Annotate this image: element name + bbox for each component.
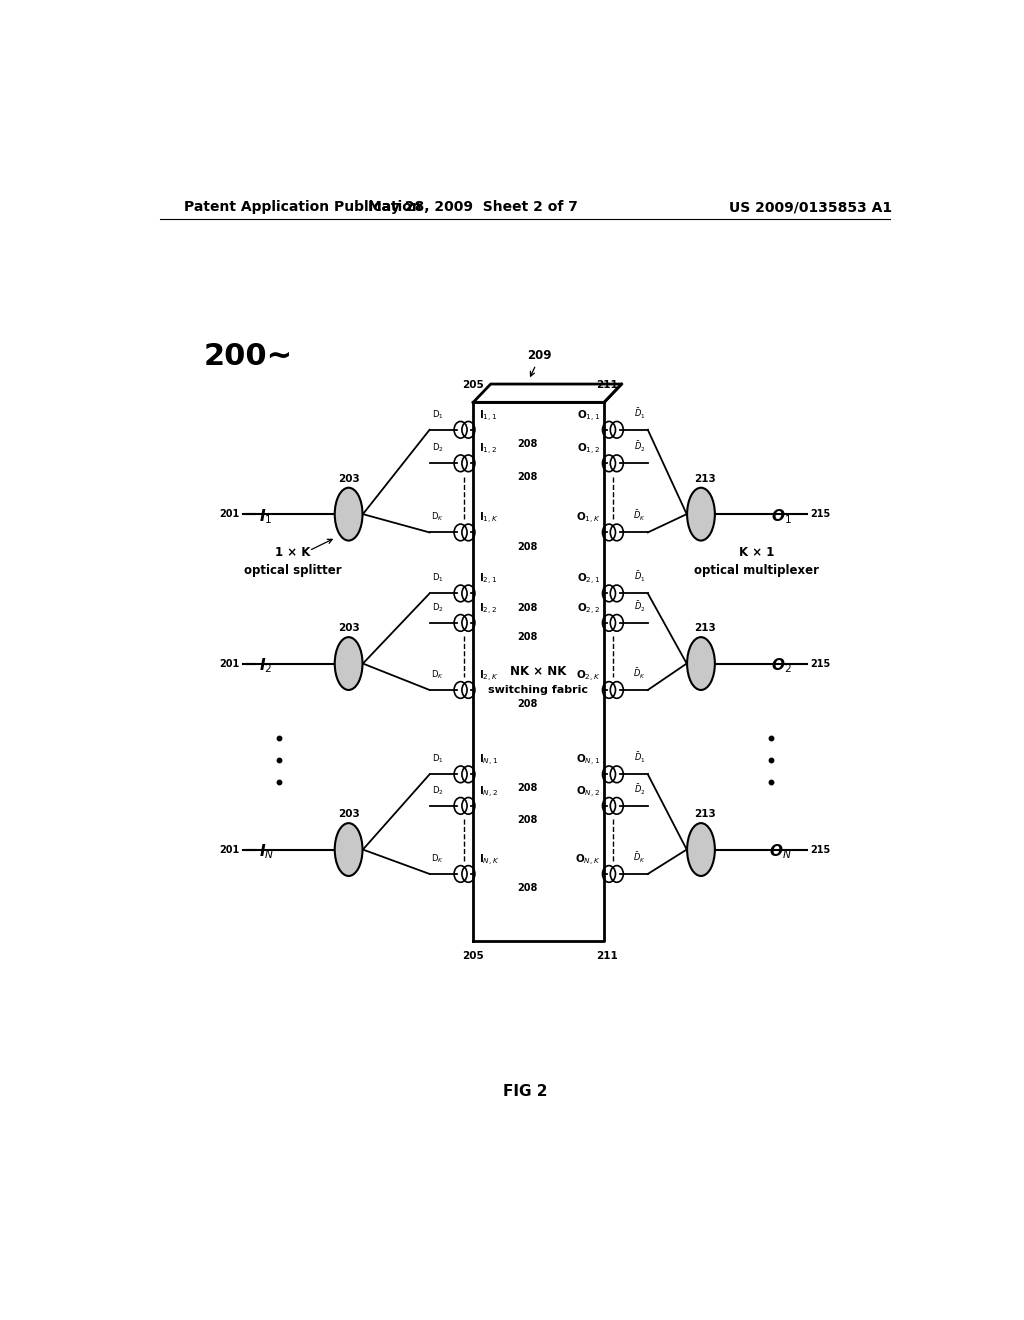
Text: 201: 201 [219,845,239,854]
Text: 208: 208 [517,541,538,552]
Text: 209: 209 [526,348,551,362]
Text: 201: 201 [219,510,239,519]
Text: D$_K$: D$_K$ [431,853,443,865]
Text: I$_{N,K}$: I$_{N,K}$ [479,853,499,867]
Text: I$_{1,2}$: I$_{1,2}$ [479,442,497,457]
Text: O$_N$: O$_N$ [769,842,793,861]
Text: $\bar{D}_2$: $\bar{D}_2$ [634,783,646,797]
Text: 1 × K: 1 × K [275,546,310,560]
Text: $\bar{D}_K$: $\bar{D}_K$ [634,510,646,523]
Text: FIG 2: FIG 2 [503,1084,547,1100]
Text: O$_1$: O$_1$ [771,507,793,525]
Ellipse shape [687,487,715,541]
Text: I$_N$: I$_N$ [259,842,274,861]
Text: I$_{N,2}$: I$_{N,2}$ [479,784,498,800]
Text: 203: 203 [338,623,359,634]
Text: O$_{2,1}$: O$_{2,1}$ [577,573,600,587]
Text: I$_{1,1}$: I$_{1,1}$ [479,409,497,424]
Ellipse shape [335,638,362,690]
Text: 205: 205 [463,380,484,391]
Text: 203: 203 [338,809,359,818]
Text: 213: 213 [694,474,716,483]
Text: 208: 208 [517,602,538,612]
Text: $\bar{D}_2$: $\bar{D}_2$ [634,599,646,614]
Text: 208: 208 [517,883,538,894]
Ellipse shape [335,824,362,876]
Text: 211: 211 [596,380,617,391]
Text: I$_{2,2}$: I$_{2,2}$ [479,602,497,616]
Text: O$_{1,2}$: O$_{1,2}$ [578,442,600,457]
Text: 200~: 200~ [204,342,293,371]
Text: $\bar{D}_2$: $\bar{D}_2$ [634,440,646,454]
Text: D$_K$: D$_K$ [431,668,443,681]
Text: switching fabric: switching fabric [488,685,589,694]
Text: D$_K$: D$_K$ [431,511,443,523]
Text: O$_2$: O$_2$ [771,656,793,675]
Text: $\bar{D}_K$: $\bar{D}_K$ [634,850,646,865]
Text: 215: 215 [811,845,830,854]
Text: $\bar{D}_1$: $\bar{D}_1$ [634,570,646,585]
Text: D$_2$: D$_2$ [432,784,443,797]
Text: 205: 205 [463,952,484,961]
Text: O$_{1,K}$: O$_{1,K}$ [575,511,600,527]
Text: optical multiplexer: optical multiplexer [694,564,819,577]
Text: 201: 201 [219,659,239,668]
Text: I$_{N,1}$: I$_{N,1}$ [479,754,498,768]
Text: Patent Application Publication: Patent Application Publication [183,201,421,214]
Text: 211: 211 [596,952,617,961]
Text: 208: 208 [517,700,538,709]
Text: O$_{2,K}$: O$_{2,K}$ [575,669,600,684]
Text: US 2009/0135853 A1: US 2009/0135853 A1 [729,201,892,214]
Text: 203: 203 [338,474,359,483]
Text: O$_{2,2}$: O$_{2,2}$ [578,602,600,616]
Text: optical splitter: optical splitter [245,564,342,577]
Text: O$_{N,2}$: O$_{N,2}$ [577,784,600,800]
Text: D$_1$: D$_1$ [432,752,443,766]
Text: 213: 213 [694,809,716,818]
Ellipse shape [687,824,715,876]
Text: $\bar{D}_1$: $\bar{D}_1$ [634,407,646,421]
Text: 208: 208 [517,814,538,825]
Text: 208: 208 [517,784,538,793]
Text: $\bar{D}_K$: $\bar{D}_K$ [634,667,646,681]
Text: D$_2$: D$_2$ [432,442,443,454]
Text: I$_{2,K}$: I$_{2,K}$ [479,669,499,684]
Text: O$_{1,1}$: O$_{1,1}$ [577,409,600,424]
Text: I$_2$: I$_2$ [259,656,272,675]
Text: I$_{1,K}$: I$_{1,K}$ [479,511,499,527]
Text: 208: 208 [517,632,538,642]
Text: I$_1$: I$_1$ [259,507,272,525]
Text: NK × NK: NK × NK [510,665,566,678]
Text: D$_1$: D$_1$ [432,408,443,421]
Text: K × 1: K × 1 [739,546,774,560]
Text: 208: 208 [517,440,538,449]
Ellipse shape [335,487,362,541]
Text: May 28, 2009  Sheet 2 of 7: May 28, 2009 Sheet 2 of 7 [369,201,579,214]
Text: $\bar{D}_1$: $\bar{D}_1$ [634,751,646,766]
Text: D$_2$: D$_2$ [432,601,443,614]
Text: D$_1$: D$_1$ [432,572,443,585]
Text: 208: 208 [517,473,538,483]
Text: 215: 215 [811,510,830,519]
Text: O$_{N,K}$: O$_{N,K}$ [574,853,600,867]
Text: 213: 213 [694,623,716,634]
Ellipse shape [687,638,715,690]
Text: 215: 215 [811,659,830,668]
Text: I$_{2,1}$: I$_{2,1}$ [479,573,497,587]
Text: O$_{N,1}$: O$_{N,1}$ [577,754,600,768]
